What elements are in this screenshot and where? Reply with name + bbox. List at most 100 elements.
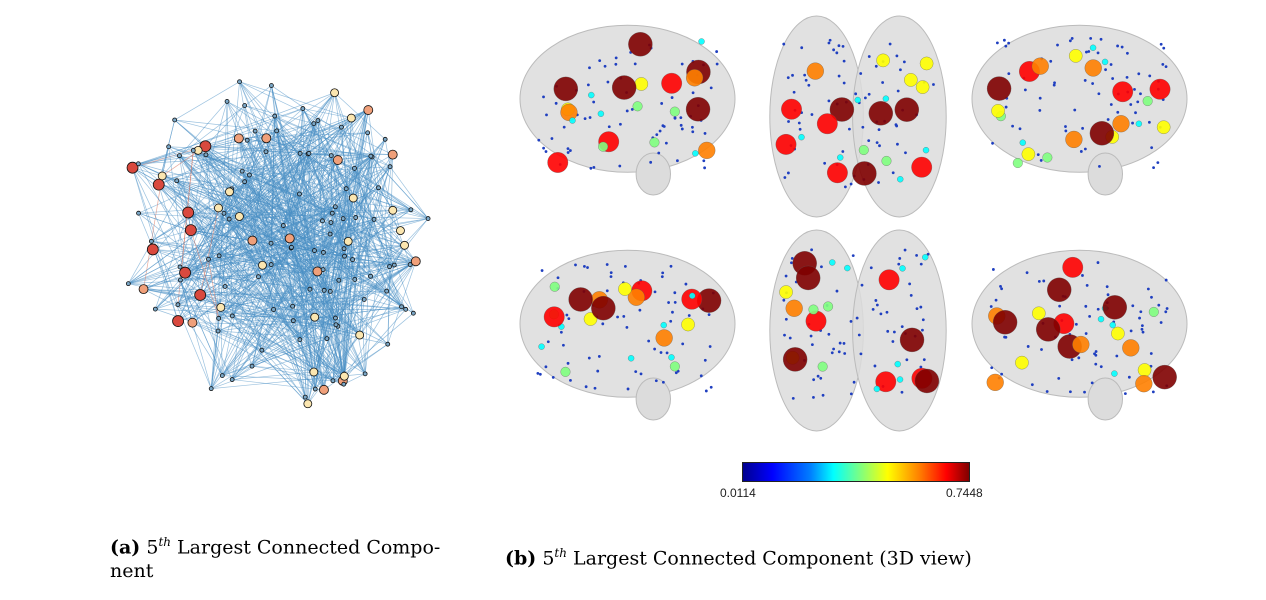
- brain-ventral-view: [769, 229, 947, 432]
- graph-node: [342, 253, 347, 259]
- brain-left-lateral-top: [519, 24, 736, 196]
- graph-node: [289, 244, 294, 250]
- graph-node: [274, 128, 280, 134]
- caption-a-superscript: th: [158, 535, 171, 549]
- graph-node: [387, 164, 393, 170]
- graph-node: [297, 150, 303, 156]
- graph-node: [269, 83, 274, 88]
- graph-node: [242, 103, 248, 108]
- graph-node: [244, 137, 250, 143]
- graph-nodes: [125, 79, 431, 409]
- graph-node: [312, 386, 318, 392]
- graph-node: [368, 273, 373, 279]
- graph-node: [271, 307, 276, 312]
- graph-node: [233, 133, 244, 144]
- graph-node: [146, 243, 159, 256]
- colorbar: [742, 462, 970, 482]
- graph-node: [252, 128, 258, 134]
- graph-node: [310, 312, 320, 322]
- graph-node: [263, 149, 269, 155]
- graph-node: [182, 206, 195, 219]
- graph-node: [348, 193, 358, 203]
- graph-node: [312, 248, 317, 253]
- graph-node: [307, 286, 313, 292]
- graph-node: [214, 203, 223, 213]
- graph-node: [172, 117, 178, 123]
- graph-node: [174, 178, 180, 184]
- graph-node: [284, 233, 295, 244]
- caption-a: (a) 5th Largest Connected Compo-nent: [110, 530, 475, 583]
- graph-node: [361, 297, 367, 302]
- graph-node: [190, 148, 196, 153]
- graph-node: [391, 262, 397, 268]
- graph-node: [320, 267, 326, 273]
- graph-node: [206, 256, 211, 262]
- graph-node: [311, 121, 317, 126]
- graph-node: [239, 168, 245, 174]
- graph-node: [376, 185, 381, 191]
- graph-node: [332, 204, 338, 210]
- colorbar-max-label: 0.7448: [946, 486, 983, 500]
- graph-node: [355, 330, 365, 340]
- graph-node: [126, 161, 139, 174]
- graph-node: [152, 178, 165, 191]
- graph-node: [224, 98, 230, 104]
- graph-node: [166, 144, 172, 150]
- graph-node: [340, 216, 346, 222]
- graph-node: [341, 246, 347, 252]
- caption-b-superscript: th: [554, 546, 567, 560]
- graph-node: [272, 113, 278, 119]
- graph-node: [324, 336, 330, 342]
- caption-b-tag: (b): [505, 547, 537, 570]
- graph-node: [327, 231, 333, 237]
- graph-node: [387, 149, 398, 160]
- graph-node: [333, 315, 338, 321]
- graph-node: [403, 306, 409, 312]
- caption-b-text: Largest Connected Component (3D view): [566, 547, 972, 570]
- graph-node: [309, 367, 319, 377]
- graph-node: [306, 150, 312, 156]
- graph-node: [319, 384, 329, 395]
- caption-b-number: 5: [542, 547, 555, 570]
- graph-node: [341, 381, 347, 387]
- graph-node: [172, 315, 184, 327]
- graph-node: [177, 264, 183, 270]
- graph-node: [388, 205, 398, 215]
- colorbar-min-label: 0.0114: [720, 486, 756, 500]
- graph-node: [343, 236, 353, 246]
- graph-node: [408, 207, 414, 213]
- graph-node: [336, 277, 342, 283]
- graph-node: [303, 399, 313, 409]
- graph-node: [157, 171, 167, 181]
- graph-node: [343, 186, 349, 192]
- graph-node: [332, 155, 343, 165]
- graph-node: [246, 172, 252, 178]
- graph-node: [329, 210, 335, 216]
- graph-node: [400, 240, 409, 250]
- graph-node: [339, 371, 349, 381]
- graph-node: [229, 377, 235, 382]
- graph-node: [320, 218, 325, 224]
- graph-node: [382, 136, 388, 142]
- graph-node: [321, 287, 327, 293]
- graph-node: [350, 257, 356, 263]
- graph-node: [302, 394, 308, 400]
- graph-node: [330, 88, 339, 98]
- graph-node: [280, 223, 286, 228]
- graph-node: [410, 310, 416, 316]
- graph-node: [135, 161, 141, 167]
- graph-node: [235, 212, 244, 221]
- graph-node: [368, 153, 374, 159]
- graph-node: [297, 191, 302, 197]
- graph-node: [320, 250, 326, 255]
- graph-node: [125, 281, 131, 287]
- graph-node: [297, 337, 303, 343]
- graph-node: [333, 322, 339, 328]
- graph-node: [179, 266, 191, 279]
- graph-node: [339, 124, 344, 130]
- graph-node: [328, 153, 334, 159]
- graph-node: [300, 106, 306, 111]
- graph-node: [208, 386, 214, 392]
- graph-node: [216, 303, 226, 312]
- graph-node: [425, 216, 431, 221]
